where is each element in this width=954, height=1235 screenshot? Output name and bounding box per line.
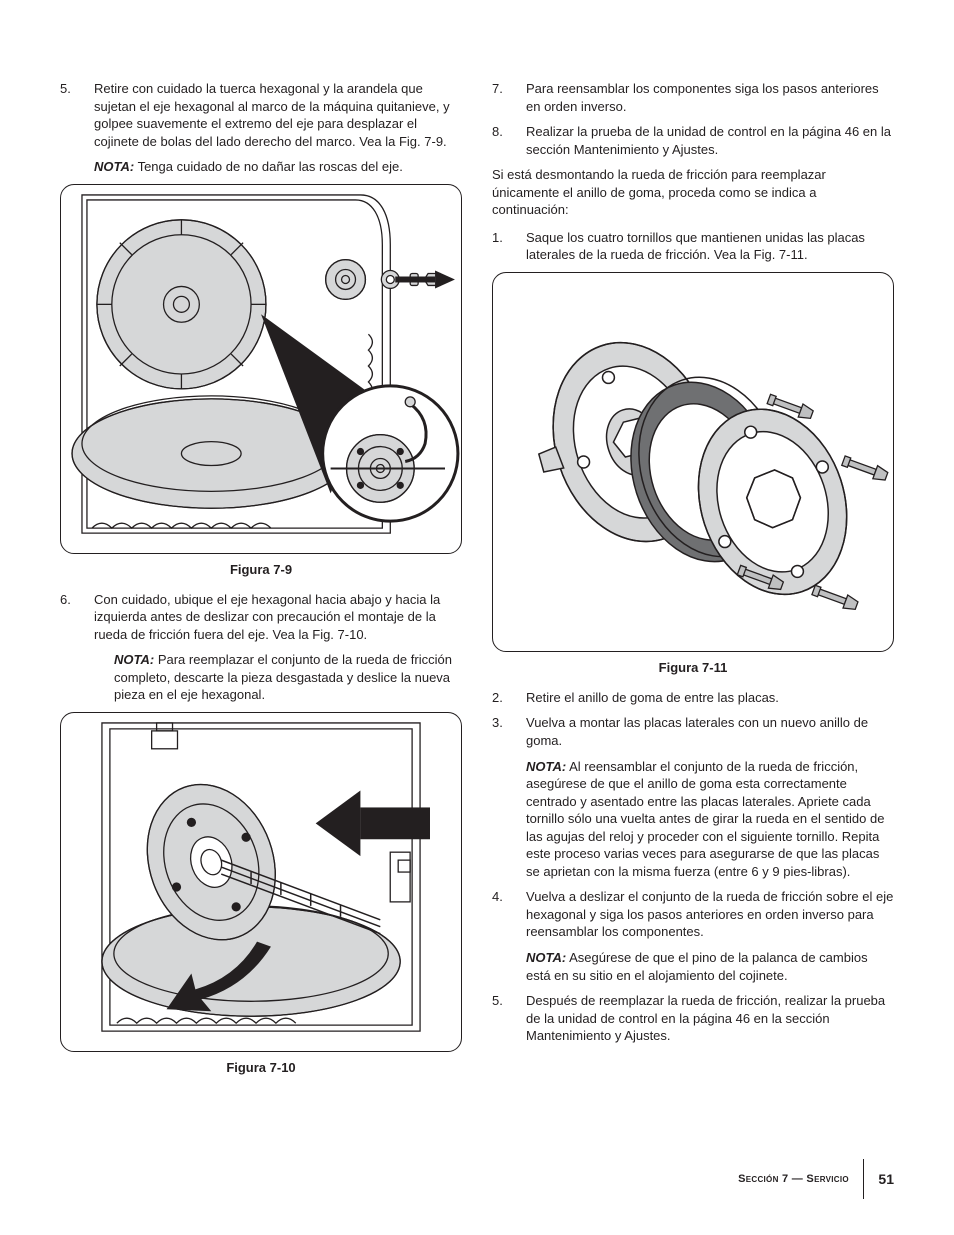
note-label: NOTA: — [94, 159, 134, 174]
figure-7-10-caption: Figura 7-10 — [60, 1060, 462, 1075]
list-text: Retire el anillo de goma de entre las pl… — [526, 689, 894, 707]
list-item: 5. Después de reemplazar la rueda de fri… — [492, 992, 894, 1045]
paragraph: Si está desmontando la rueda de fricción… — [492, 166, 894, 219]
figure-7-10-svg — [61, 713, 461, 1051]
list-text: Para reensamblar los componentes siga lo… — [526, 80, 894, 115]
figure-7-10 — [60, 712, 462, 1052]
list-item: 4. Vuelva a deslizar el conjunto de la r… — [492, 888, 894, 941]
note-text: Al reensamblar el conjunto de la rueda d… — [526, 759, 884, 879]
list-text: Retire con cuidado la tuerca hexagonal y… — [94, 80, 462, 150]
note-label: NOTA: — [114, 652, 154, 667]
list-text: Después de reemplazar la rueda de fricci… — [526, 992, 894, 1045]
list-text: Realizar la prueba de la unidad de contr… — [526, 123, 894, 158]
list-text: Vuelva a montar las placas laterales con… — [526, 714, 894, 749]
list-item: 1. Saque los cuatro tornillos que mantie… — [492, 229, 894, 264]
list-number: 1. — [492, 229, 526, 264]
list-item: 2. Retire el anillo de goma de entre las… — [492, 689, 894, 707]
list-item: 3. Vuelva a montar las placas laterales … — [492, 714, 894, 749]
footer-page-number: 51 — [878, 1171, 894, 1187]
note-text: Tenga cuidado de no dañar las roscas del… — [134, 159, 403, 174]
two-column-layout: 5. Retire con cuidado la tuerca hexagona… — [60, 80, 894, 1089]
note: NOTA: Tenga cuidado de no dañar las rosc… — [94, 158, 462, 176]
list-number: 8. — [492, 123, 526, 158]
footer-section: Sección 7 — Servicio — [738, 1173, 849, 1185]
right-column: 7. Para reensamblar los componentes siga… — [492, 80, 894, 1089]
note-label: NOTA: — [526, 950, 566, 965]
list-text: Con cuidado, ubique el eje hexagonal hac… — [94, 591, 462, 644]
list-text: Saque los cuatro tornillos que mantienen… — [526, 229, 894, 264]
figure-7-11 — [492, 272, 894, 652]
list-item: 7. Para reensamblar los componentes siga… — [492, 80, 894, 115]
note-text: Para reemplazar el conjunto de la rueda … — [114, 652, 452, 702]
note-text: Asegúrese de que el pino de la palanca d… — [526, 950, 868, 983]
list-number: 7. — [492, 80, 526, 115]
list-number: 6. — [60, 591, 94, 644]
list-number: 4. — [492, 888, 526, 941]
left-column: 5. Retire con cuidado la tuerca hexagona… — [60, 80, 462, 1089]
note: NOTA: Para reemplazar el conjunto de la … — [114, 651, 462, 704]
figure-7-11-caption: Figura 7-11 — [492, 660, 894, 675]
note: NOTA: Asegúrese de que el pino de la pal… — [526, 949, 894, 984]
figure-7-11-svg — [493, 273, 893, 651]
list-item: 5. Retire con cuidado la tuerca hexagona… — [60, 80, 462, 150]
page-footer: Sección 7 — Servicio 51 — [738, 1159, 894, 1199]
list-number: 5. — [492, 992, 526, 1045]
list-item: 6. Con cuidado, ubique el eje hexagonal … — [60, 591, 462, 644]
list-number: 5. — [60, 80, 94, 150]
list-text: Vuelva a deslizar el conjunto de la rued… — [526, 888, 894, 941]
page: 5. Retire con cuidado la tuerca hexagona… — [0, 0, 954, 1235]
note-label: NOTA: — [526, 759, 566, 774]
list-number: 3. — [492, 714, 526, 749]
footer-divider — [863, 1159, 865, 1199]
figure-7-9 — [60, 184, 462, 554]
list-item: 8. Realizar la prueba de la unidad de co… — [492, 123, 894, 158]
figure-7-9-caption: Figura 7-9 — [60, 562, 462, 577]
list-number: 2. — [492, 689, 526, 707]
note: NOTA: Al reensamblar el conjunto de la r… — [526, 758, 894, 881]
figure-7-9-svg — [61, 185, 461, 553]
